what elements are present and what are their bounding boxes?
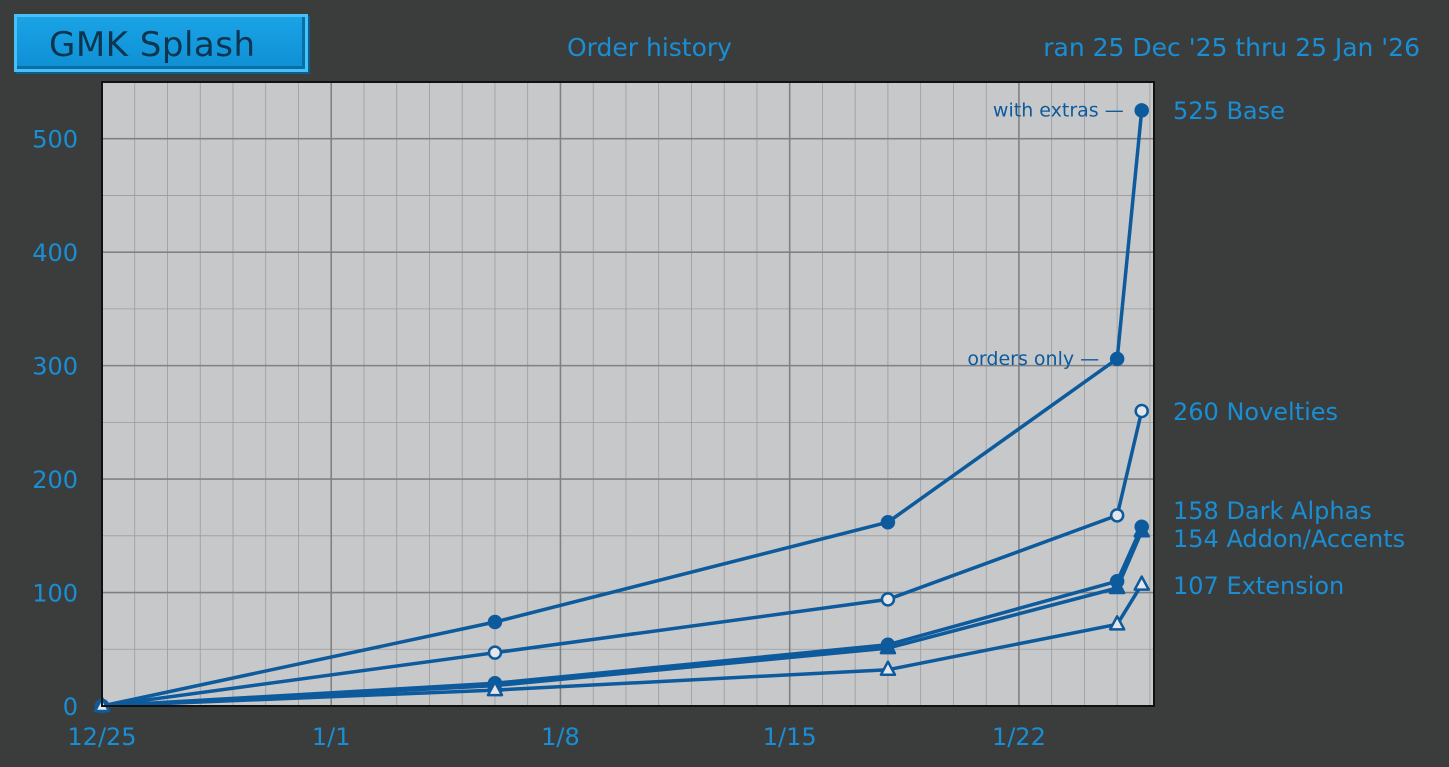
minor-grid: [102, 82, 1154, 706]
x-tick-label: 1/8: [541, 723, 580, 751]
data-point: [1134, 103, 1149, 118]
y-tick-label: 0: [63, 693, 78, 721]
annotation-label: orders only —: [967, 348, 1099, 370]
set-name-label: GMK Splash: [49, 25, 256, 65]
annotation-label: with extras —: [993, 99, 1124, 121]
y-tick-label: 200: [32, 466, 78, 494]
chart-title: Order history: [567, 33, 732, 62]
data-point: [487, 645, 503, 660]
series-end-label: 525 Base: [1173, 97, 1285, 125]
data-point: [1108, 615, 1126, 631]
data-point: [880, 592, 896, 607]
series-end-label: 107 Extension: [1173, 572, 1344, 600]
x-tick-label: 12/25: [67, 723, 136, 751]
data-point: [1108, 578, 1126, 595]
series-end-label: 260 Novelties: [1173, 398, 1338, 426]
data-point: [1109, 351, 1125, 367]
set-name-badge: GMK Splash: [14, 14, 308, 72]
axis-labels: 12/25 1/1 1/8 1/15 1/22 0 100 200 300 400 500: [32, 126, 1046, 751]
data-point: [1109, 508, 1125, 523]
y-tick-label: 400: [32, 239, 78, 267]
x-tick-label: 1/1: [312, 723, 351, 751]
y-tick-label: 300: [32, 353, 78, 381]
series-end-label: 154 Addon/Accents: [1173, 525, 1405, 553]
y-tick-label: 100: [32, 580, 78, 608]
end-labels: 525 Base 260 Novelties 158 Dark Alphas154 …: [967, 97, 1405, 600]
series-end-label: 158 Dark Alphas: [1173, 497, 1372, 525]
data-point: [487, 614, 503, 630]
data-point: [879, 638, 897, 655]
date-range-label: ran 25 Dec '25 thru 25 Jan '26: [1043, 33, 1420, 62]
y-tick-label: 500: [32, 126, 78, 154]
data-point: [486, 680, 504, 697]
x-tick-label: 1/15: [763, 723, 817, 751]
data-point: [879, 660, 897, 676]
data-point: [1133, 522, 1150, 538]
data-point: [1133, 575, 1150, 591]
data-point: [1134, 403, 1149, 419]
plot-frame: [101, 81, 1155, 707]
x-tick-label: 1/22: [992, 723, 1046, 751]
plot-area: [102, 82, 1154, 706]
data-point: [880, 514, 896, 530]
